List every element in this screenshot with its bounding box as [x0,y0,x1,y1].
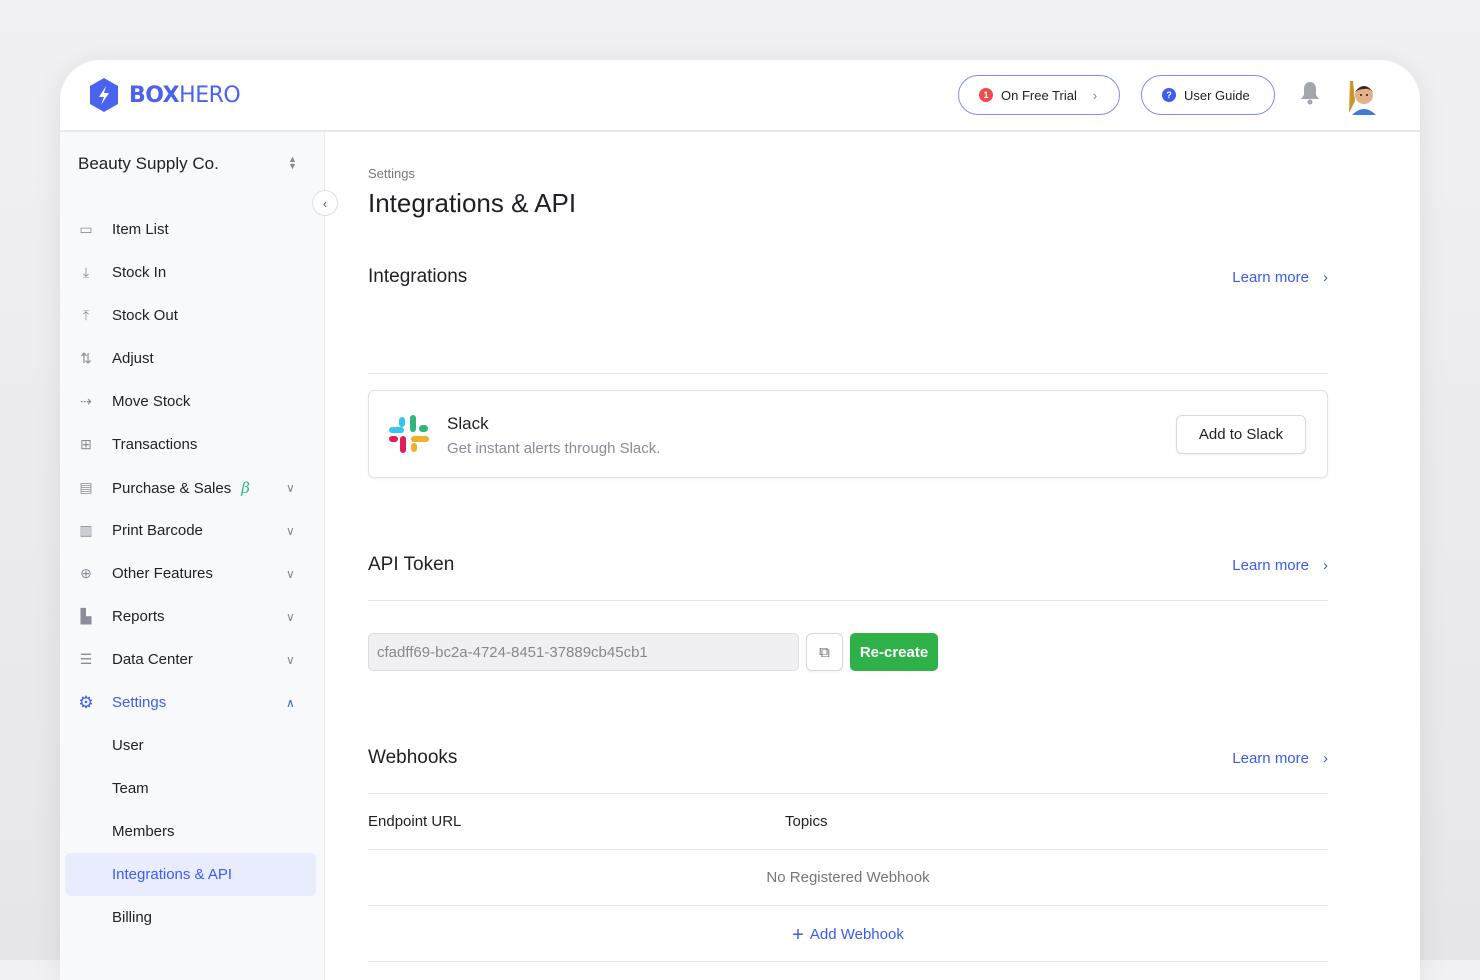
api-token-heading: API Token [368,554,455,575]
chart-icon: ▙ [80,608,92,624]
chevron-up-icon: ∧ [286,695,295,710]
api-token-field[interactable] [368,633,799,671]
divider [368,373,1328,374]
chevron-left-icon: ‹ [322,195,328,211]
webhooks-learn-more-link[interactable]: Learn more › [1232,750,1328,767]
alert-badge-icon: 1 [979,88,993,102]
sidebar: Beauty Supply Co. ▲ ▼ ▭ Item List ⤓ Stock I… [60,132,325,980]
organization-name: Beauty Supply Co. [78,154,219,173]
chevron-down-icon: ∨ [286,652,295,667]
integrations-heading: Integrations [368,266,468,287]
sidebar-item-data-center[interactable]: ☰ Data Center ∨ [79,651,295,668]
divider [368,600,1328,601]
avatar[interactable] [1344,75,1380,115]
sidebar-item-print-barcode[interactable]: ▥ Print Barcode ∨ [79,522,295,539]
add-webhook-button[interactable]: + Add Webhook [792,924,904,946]
slack-logo-icon [389,415,429,453]
sidebar-subitem-user[interactable]: User [112,737,144,754]
boxhero-logo[interactable]: BOXHERO [88,77,241,113]
transactions-icon: ⊞ [80,436,92,452]
free-trial-button[interactable]: 1 On Free Trial › [958,75,1120,115]
api-learn-more-link[interactable]: Learn more › [1232,557,1328,574]
sidebar-item-transactions[interactable]: ⊞ Transactions [60,423,325,466]
sidebar-subitem-integrations-api[interactable]: Integrations & API [65,853,316,896]
chevron-right-icon: › [1323,750,1328,767]
recreate-token-button[interactable]: Re-create [850,633,938,671]
beta-badge: β [241,478,250,497]
plus-icon: + [792,924,804,946]
sidebar-item-stock-in[interactable]: ⤓ Stock In [60,251,325,294]
copy-icon: ⧉ [819,643,830,661]
org-switch-icon[interactable]: ▲ ▼ [288,154,297,171]
user-guide-button[interactable]: ? User Guide [1141,75,1275,115]
box-icon: ▭ [79,221,93,237]
sidebar-nav: ▭ Item List ⤓ Stock In ⤒ Stock Out ⇅ Adjust … [60,208,325,939]
sidebar-item-move-stock[interactable]: ⇢ Move Stock [60,380,325,423]
arrow-up-icon: ⤒ [82,307,90,323]
arrow-down-icon: ⤓ [82,264,90,280]
barcode-icon: ▥ [79,522,93,538]
chevron-right-icon: › [1323,557,1328,574]
divider [368,905,1328,906]
collapse-sidebar-button[interactable]: ‹ [312,190,338,216]
copy-token-button[interactable]: ⧉ [806,633,843,671]
gear-icon: ⚙ [78,692,94,712]
chevron-right-icon: › [1323,269,1328,286]
top-bar: BOXHERO 1 On Free Trial › ? User Guide [60,60,1420,132]
sidebar-item-item-list[interactable]: ▭ Item List [79,221,169,238]
slack-description: Get instant alerts through Slack. [447,440,661,457]
add-to-slack-button[interactable]: Add to Slack [1176,415,1306,454]
empty-webhooks-message: No Registered Webhook [766,869,930,886]
breadcrumb[interactable]: Settings [368,166,415,181]
slack-integration-card: Slack Get instant alerts through Slack. … [368,390,1328,478]
chevron-right-icon: › [1092,87,1098,103]
app-window: BOXHERO 1 On Free Trial › ? User Guide B… [60,60,1420,980]
document-icon: ▤ [79,479,93,495]
sidebar-item-adjust[interactable]: ⇅ Adjust [60,337,325,380]
chevron-down-icon: ∨ [286,523,295,538]
chevron-down-icon: ∨ [286,609,295,624]
plus-circle-icon: ⊕ [80,565,92,581]
slack-title: Slack [447,414,489,433]
sidebar-subitem-members[interactable]: Members [112,823,175,840]
sidebar-subitem-team[interactable]: Team [112,780,149,797]
sidebar-item-purchase-sales[interactable]: ▤ Purchase & Sales β ∨ [79,478,295,497]
swap-vertical-icon: ⇅ [80,350,92,366]
divider [368,961,1328,962]
page-title: Integrations & API [368,188,577,218]
database-icon: ☰ [79,651,93,667]
chevron-down-icon: ∨ [286,566,295,581]
sidebar-item-reports[interactable]: ▙ Reports ∨ [60,595,325,638]
bell-icon[interactable] [1298,80,1322,106]
divider [368,849,1328,850]
chevron-down-icon: ∨ [286,480,295,495]
divider [368,793,1328,794]
sidebar-subitem-billing[interactable]: Billing [112,909,153,926]
column-header-topics: Topics [785,813,828,830]
sidebar-item-settings[interactable]: ⚙ Settings ∧ [78,692,295,712]
help-icon: ? [1162,88,1176,102]
sidebar-item-other-features[interactable]: ⊕ Other Features ∨ [60,552,325,595]
arrow-right-icon: ⇢ [80,393,92,409]
logo-hexagon-icon [90,78,118,112]
column-header-endpoint-url: Endpoint URL [368,813,462,830]
integrations-learn-more-link[interactable]: Learn more › [1232,269,1328,286]
webhooks-heading: Webhooks [368,747,458,768]
sidebar-item-stock-out[interactable]: ⤒ Stock Out [60,294,325,337]
